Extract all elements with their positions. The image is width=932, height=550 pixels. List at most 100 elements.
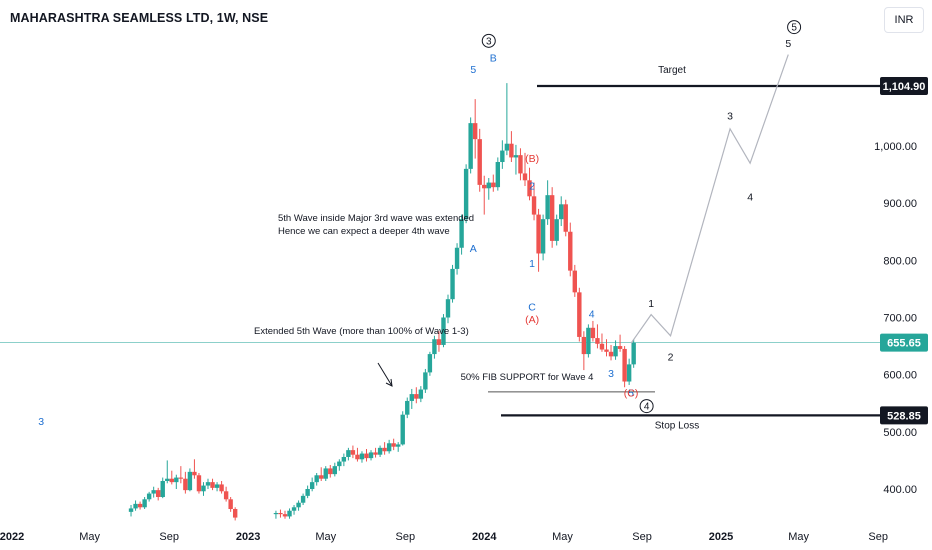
- candle: [441, 314, 446, 348]
- candle-body: [486, 182, 491, 189]
- candle: [513, 144, 519, 175]
- candle: [332, 462, 338, 477]
- candle-body: [196, 475, 202, 492]
- candle-body: [540, 219, 546, 254]
- candle-body: [377, 447, 383, 455]
- circled-wave-4-ring: [639, 399, 654, 414]
- candle: [391, 438, 396, 451]
- x-tick-label: Sep: [632, 531, 652, 543]
- candle: [151, 486, 156, 498]
- candle-body: [604, 349, 609, 352]
- wave-label: 5: [628, 387, 634, 399]
- candle: [409, 388, 414, 409]
- candle-body: [568, 231, 573, 271]
- current-price-badge-bg: [880, 333, 928, 352]
- wave-label: B: [490, 52, 497, 64]
- candle: [568, 222, 573, 277]
- x-tick-label: May: [315, 531, 336, 543]
- candle: [183, 471, 188, 494]
- candle: [531, 182, 537, 221]
- candle-body: [300, 495, 306, 503]
- candle-body: [178, 477, 184, 479]
- candle: [373, 447, 378, 458]
- candle-body: [513, 155, 519, 158]
- candle-body: [137, 503, 143, 508]
- candle-body: [504, 143, 510, 151]
- candle: [160, 477, 165, 499]
- candle-body: [450, 268, 455, 300]
- candle-body: [341, 456, 347, 462]
- candle-body: [273, 513, 279, 515]
- x-tick-label: Sep: [868, 531, 888, 543]
- circled-wave-3-text: 3: [486, 36, 492, 47]
- x-tick-label: May: [788, 531, 809, 543]
- candle: [577, 287, 582, 342]
- candle: [626, 358, 632, 385]
- candle: [273, 510, 279, 519]
- candle: [486, 178, 491, 200]
- candle-body: [427, 354, 433, 373]
- candle-body: [500, 150, 505, 163]
- candle-body: [545, 195, 550, 220]
- candle-body: [441, 317, 446, 345]
- y-tick-label: 1,000.00: [874, 141, 917, 153]
- x-tick-label: 2024: [472, 531, 497, 543]
- y-tick-label: 600.00: [883, 370, 917, 382]
- candle: [214, 482, 220, 492]
- candles: [128, 83, 636, 521]
- target-label: Target: [658, 65, 686, 76]
- candle-body: [608, 351, 614, 357]
- candle-body: [328, 468, 333, 475]
- candle: [427, 351, 433, 376]
- candle-body: [146, 493, 152, 500]
- wave-label: 1: [648, 298, 654, 310]
- candle: [500, 140, 505, 169]
- candle: [364, 448, 369, 462]
- candle-body: [183, 478, 188, 491]
- candle: [418, 386, 424, 403]
- candle-body: [536, 214, 541, 254]
- wave-label: (C): [624, 387, 639, 399]
- candle: [350, 445, 356, 459]
- candle: [341, 453, 347, 467]
- candle-body: [223, 491, 229, 500]
- candle: [581, 331, 587, 371]
- candle: [142, 497, 147, 510]
- candle: [287, 508, 292, 519]
- candle-body: [445, 299, 451, 318]
- candle-body: [214, 484, 220, 488]
- candle-body: [287, 510, 292, 517]
- candle-body: [495, 162, 501, 188]
- candle: [436, 331, 442, 352]
- candle: [482, 175, 487, 215]
- currency-button[interactable]: INR: [884, 7, 924, 33]
- candle: [477, 128, 482, 192]
- candle: [187, 468, 193, 492]
- candle: [319, 467, 324, 481]
- candle: [495, 157, 501, 191]
- extended-wave-arrowhead: [385, 378, 393, 387]
- candle-body: [151, 490, 156, 494]
- candle: [527, 167, 532, 201]
- candle: [595, 324, 600, 349]
- x-tick-label: 2022: [0, 531, 24, 543]
- candle-body: [314, 475, 319, 483]
- candle-body: [155, 490, 161, 498]
- candle: [563, 199, 568, 237]
- y-tick-label: 500.00: [883, 427, 917, 439]
- wave-label: 4: [589, 309, 595, 321]
- candle: [128, 505, 134, 517]
- candle-body: [128, 508, 134, 512]
- extended-wave-arrow: [377, 362, 393, 387]
- x-tick-label: Sep: [396, 531, 416, 543]
- candle: [137, 501, 143, 510]
- candle: [549, 187, 555, 248]
- candle: [300, 493, 306, 506]
- candle: [586, 324, 591, 358]
- candle: [518, 148, 523, 181]
- candle-body: [232, 509, 238, 518]
- stop-loss-label: Stop Loss: [655, 420, 699, 431]
- candle: [559, 196, 564, 227]
- candle: [631, 339, 636, 368]
